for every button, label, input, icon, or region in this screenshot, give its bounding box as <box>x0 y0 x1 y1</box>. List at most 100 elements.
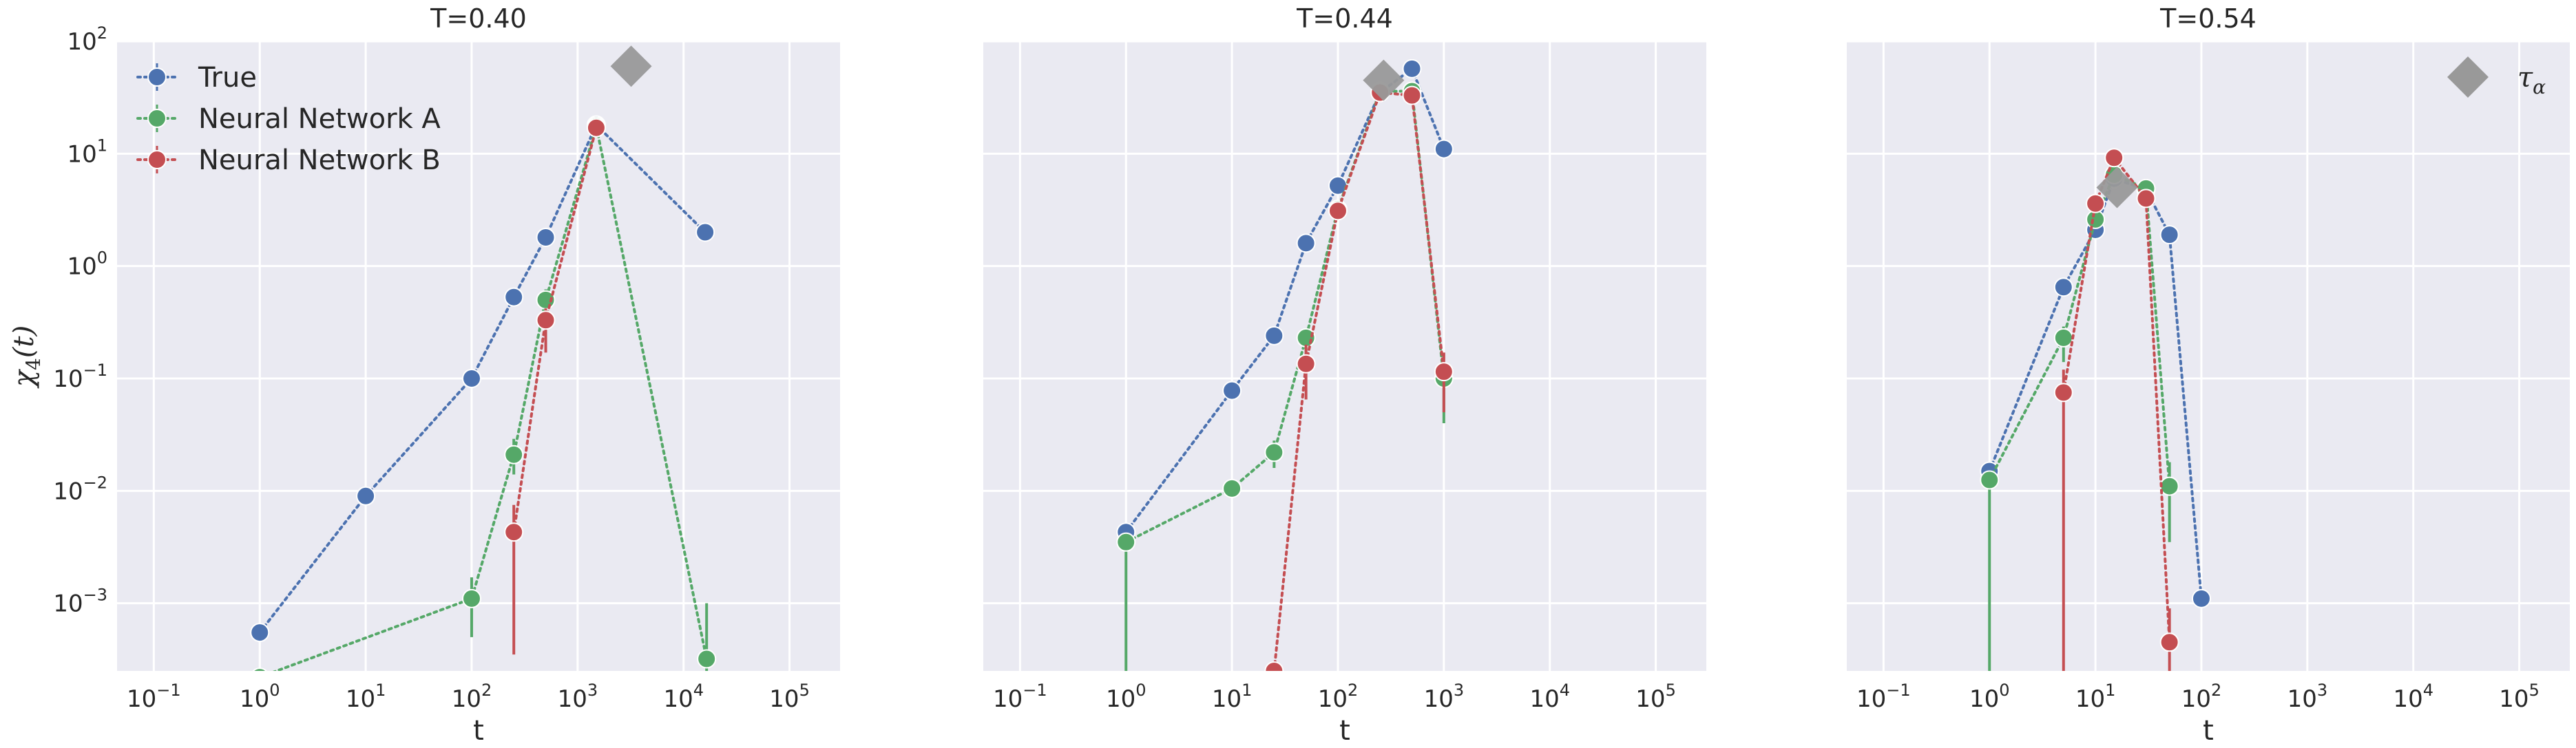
series-b <box>1264 83 1454 671</box>
data-point <box>1296 233 1316 253</box>
data-point <box>1222 478 1242 498</box>
data-point <box>2159 632 2179 652</box>
x-tick-labels: 10−1 100 101 102 103 104 105 <box>127 681 810 713</box>
x-tick-label: 104 <box>2393 681 2433 713</box>
panel-t040: 10−1 100 101 102 103 104 105 10−3 10−2 10−1 100 101… <box>53 3 840 747</box>
plot-area <box>117 41 840 671</box>
x-tick-label: 104 <box>663 681 704 713</box>
data-layer <box>1980 148 2211 671</box>
x-tick-label: 100 <box>1106 681 1146 713</box>
tau-alpha-marker <box>1363 59 1405 101</box>
series-b <box>504 118 606 655</box>
x-tick-label: 103 <box>1424 681 1465 713</box>
y-tick-labels: 10−3 10−2 10−1 100 101 102 <box>53 23 107 618</box>
x-tick-label: 101 <box>2075 681 2116 713</box>
data-point <box>2136 189 2156 209</box>
data-point <box>536 227 556 247</box>
series-a <box>1980 164 2179 671</box>
panel-title: T=0.44 <box>1296 3 1393 34</box>
grid <box>983 40 1706 671</box>
x-tick-label: 100 <box>240 681 280 713</box>
legend-label: True <box>198 62 257 94</box>
y-tick-label: 102 <box>67 23 107 56</box>
panel-title: T=0.54 <box>2159 3 2256 34</box>
plot-area <box>983 41 1706 671</box>
data-point <box>1116 532 1136 552</box>
plot-area <box>1847 41 2570 671</box>
x-tick-label: 103 <box>2287 681 2328 713</box>
data-layer <box>250 45 717 671</box>
data-point <box>2053 383 2073 403</box>
x-axis-label: t <box>473 715 484 747</box>
data-point <box>1296 328 1316 348</box>
x-tick-label: 105 <box>2499 681 2540 713</box>
data-point <box>2104 148 2124 168</box>
x-tick-labels: 10−1 100 101 102 103 104 105 <box>993 681 1676 713</box>
x-axis-label: t <box>2203 715 2214 747</box>
data-point <box>356 486 376 506</box>
panel-t044: 10−1 100 101 102 103 104 105 t T=0.44 <box>983 3 1706 747</box>
x-axis-label: t <box>1339 715 1350 747</box>
x-tick-label: 105 <box>1635 681 1676 713</box>
legend-item-true: True <box>136 62 257 94</box>
data-point <box>1402 58 1422 78</box>
data-point <box>461 368 481 388</box>
data-point <box>504 522 524 542</box>
data-point <box>536 310 556 330</box>
series-line <box>1273 91 1445 671</box>
x-tick-label: 101 <box>1212 681 1253 713</box>
x-tick-label: 105 <box>769 681 810 713</box>
tau-alpha-marker <box>2096 167 2138 209</box>
data-point <box>504 445 524 464</box>
data-point <box>586 118 606 138</box>
x-tick-label: 102 <box>1318 681 1359 713</box>
x-tick-label: 104 <box>1529 681 1570 713</box>
data-layer <box>1116 58 1454 671</box>
x-tick-label: 102 <box>452 681 492 713</box>
data-point <box>2053 328 2073 348</box>
x-tick-label: 100 <box>1969 681 2010 713</box>
legend-marker <box>147 67 167 87</box>
panel-title: T=0.40 <box>430 3 527 34</box>
data-point <box>1264 661 1284 671</box>
data-point <box>504 287 524 307</box>
data-point <box>1222 381 1242 400</box>
legend-marker <box>147 150 167 169</box>
data-point <box>1328 201 1348 221</box>
x-tick-label: 10−1 <box>1856 681 1911 713</box>
data-point <box>1296 354 1316 374</box>
data-point <box>2191 588 2211 608</box>
y-axis-label: χ4(t) <box>8 325 45 389</box>
panel-t054: 10−1 100 101 102 103 104 105 t T=0.54 <box>1847 3 2570 747</box>
series-b <box>2053 148 2179 671</box>
x-tick-label: 101 <box>346 681 386 713</box>
x-tick-label: 10−1 <box>127 681 181 713</box>
x-tick-label: 10−1 <box>993 681 1047 713</box>
legend-tau-marker <box>2447 56 2489 98</box>
data-point <box>1434 362 1454 382</box>
legend-item-b: Neural Network B <box>136 145 441 176</box>
legend-tau-label: τα <box>2517 62 2546 98</box>
legend-label: Neural Network B <box>198 145 441 176</box>
y-tick-label: 101 <box>67 136 107 168</box>
x-tick-labels: 10−1 100 101 102 103 104 105 <box>1856 681 2540 713</box>
data-point <box>695 222 715 242</box>
data-point <box>2086 193 2106 213</box>
data-point <box>1434 139 1454 159</box>
y-tick-label: 10−2 <box>53 473 107 505</box>
data-point <box>252 667 267 671</box>
data-point <box>1264 325 1284 345</box>
x-tick-label: 102 <box>2181 681 2222 713</box>
legend-tau-alpha: τα <box>2447 56 2546 98</box>
series-line <box>272 126 709 671</box>
data-point <box>461 588 481 608</box>
data-point <box>250 623 270 643</box>
tau-alpha-marker <box>610 45 652 87</box>
data-point <box>2159 476 2179 496</box>
series-line <box>1988 173 2171 488</box>
data-point <box>1264 442 1284 462</box>
data-point <box>2053 277 2073 297</box>
y-tick-label: 10−3 <box>53 586 107 618</box>
legend-label: Neural Network A <box>198 103 441 135</box>
